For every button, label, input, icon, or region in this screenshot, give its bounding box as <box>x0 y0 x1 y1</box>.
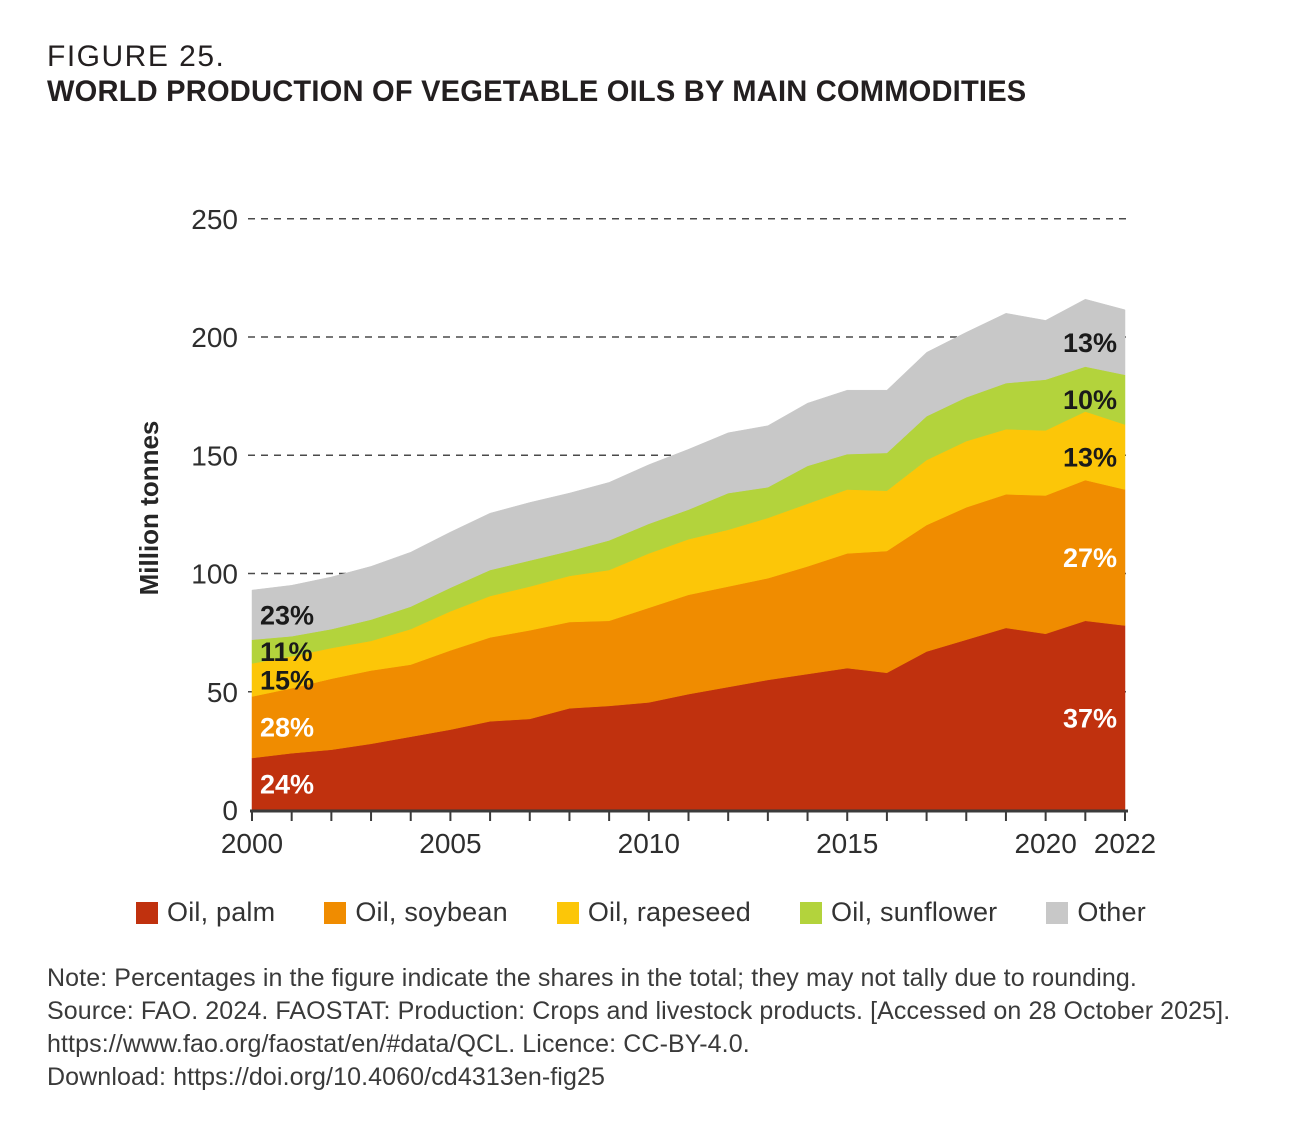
y-tick-label: 0 <box>222 795 238 826</box>
legend-label-oil-soybean: Oil, soybean <box>355 897 508 927</box>
legend-item-oil-rapeseed: Oil, rapeseed <box>556 897 752 928</box>
share-label-2022: 37% <box>1063 703 1117 733</box>
x-tick-label: 2022 <box>1094 828 1156 859</box>
legend-label-oil-palm: Oil, palm <box>167 897 276 927</box>
x-tick-label: 2005 <box>419 828 481 859</box>
legend-item-oil-sunflower: Oil, sunflower <box>800 897 997 928</box>
y-tick-label: 150 <box>191 440 238 471</box>
note-line: Source: FAO. 2024. FAOSTAT: Production: … <box>47 997 1231 1025</box>
x-tick-label: 2020 <box>1014 828 1076 859</box>
figure-notes: Note: Percentages in the figure indicate… <box>47 962 1230 1094</box>
y-tick-label: 250 <box>191 204 238 235</box>
legend-swatch-oil-soybean <box>324 901 347 924</box>
y-tick-label: 200 <box>191 322 238 353</box>
legend-item-oil-palm: Oil, palm <box>136 897 275 928</box>
legend-item-oil-soybean: Oil, soybean <box>324 897 508 928</box>
share-label-2000: 28% <box>260 713 314 743</box>
legend-label-oil-rapeseed: Oil, rapeseed <box>587 897 752 927</box>
x-tick-label: 2010 <box>618 828 680 859</box>
legend-swatch-oil-sunflower <box>800 901 823 924</box>
share-label-2022: 13% <box>1063 328 1117 358</box>
x-tick-label: 2000 <box>221 828 283 859</box>
y-axis-title: Million tonnes <box>134 421 164 596</box>
area-other <box>251 298 1126 640</box>
share-label-2000: 24% <box>260 769 314 799</box>
chart-svg: 0 50 100 150 200 250 2000 2005 2010 2015 2020 2022 M… <box>134 204 1156 859</box>
note-line: Note: Percentages in the figure indicate… <box>47 964 1137 992</box>
share-label-2000: 11% <box>260 637 313 667</box>
legend-swatch-oil-palm <box>136 901 158 924</box>
share-label-2000: 23% <box>260 600 314 630</box>
legend-label-oil-sunflower: Oil, sunflower <box>831 897 998 927</box>
y-tick-label: 100 <box>191 559 238 590</box>
figure-header: FIGURE 25. WORLD PRODUCTION OF VEGETABLE… <box>47 40 1057 110</box>
figure-title: WORLD PRODUCTION OF VEGETABLE OILS BY MA… <box>47 75 1027 108</box>
figure-number: FIGURE 25. <box>47 40 226 73</box>
legend-swatch-oil-rapeseed <box>556 901 579 924</box>
x-tick-label: 2015 <box>816 828 878 859</box>
note-line: Download: https://doi.org/10.4060/cd4313… <box>47 1063 605 1091</box>
share-label-2022: 27% <box>1063 543 1117 573</box>
share-label-2022: 13% <box>1063 443 1117 473</box>
legend-label-other: Other <box>1077 897 1146 927</box>
chart-legend: Oil, palm Oil, soybean Oil, rapeseed Oil… <box>136 897 1146 928</box>
y-tick-label: 50 <box>207 677 238 708</box>
share-label-2022: 10% <box>1063 385 1117 415</box>
share-label-2000: 15% <box>260 665 314 695</box>
note-line: https://www.fao.org/faostat/en/#data/QCL… <box>47 1030 750 1058</box>
legend-item-other: Other <box>1046 897 1146 928</box>
stacked-area-chart: 0 50 100 150 200 250 2000 2005 2010 2015 2020 2022 M… <box>134 204 1156 859</box>
legend-swatch-other <box>1046 901 1069 924</box>
